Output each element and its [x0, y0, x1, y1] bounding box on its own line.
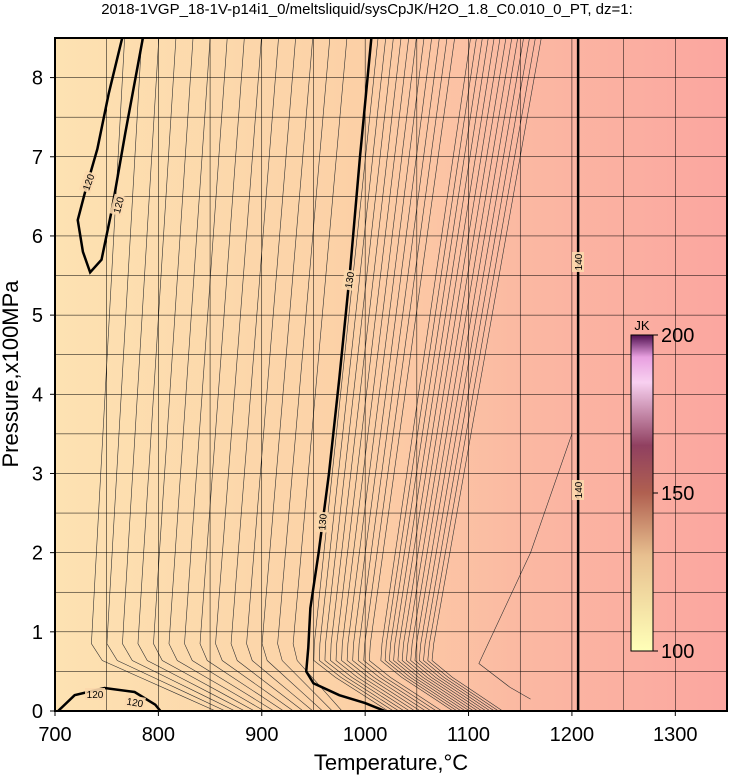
thin-contour: [335, 38, 410, 711]
thin-contour: [292, 38, 348, 711]
thin-contour: [346, 38, 425, 711]
plot-frame: [54, 37, 728, 712]
contour-label-bg: [85, 688, 105, 700]
contour-label-bg: [341, 269, 357, 291]
thin-contour: [91, 38, 216, 711]
thin-contour: [168, 38, 265, 711]
contour-line: [57, 686, 162, 711]
thin-contour: [410, 38, 513, 711]
thin-contour: [406, 38, 507, 711]
contour-label: 140: [574, 253, 585, 270]
x-tick-label: 800: [142, 724, 175, 746]
x-tick-label: 700: [38, 724, 71, 746]
x-tick-label: 1300: [653, 724, 698, 746]
thin-contour: [393, 38, 489, 711]
thin-contour: [184, 38, 275, 711]
contour-label: 120: [126, 697, 145, 711]
y-tick-label: 5: [32, 305, 43, 327]
colorbar-tick-label: 150: [661, 483, 694, 505]
contour-label-group: 140: [572, 252, 585, 272]
contour-label-bg: [572, 480, 584, 500]
contour-line: [76, 38, 145, 275]
thin-contour: [246, 38, 314, 711]
x-tick-label: 1000: [343, 724, 388, 746]
thin-contour: [431, 38, 542, 711]
thin-contour: [261, 38, 323, 711]
x-tick-label: 900: [245, 724, 278, 746]
thin-contour: [153, 38, 255, 711]
contour-label-bg: [315, 511, 329, 533]
y-tick-label: 1: [32, 622, 43, 644]
y-tick-label: 6: [32, 226, 43, 248]
contour-label: 120: [87, 690, 104, 701]
contour-label: 120: [112, 195, 127, 214]
thin-contour: [122, 38, 236, 711]
y-tick-label: 8: [32, 68, 43, 90]
thin-contour: [369, 38, 455, 711]
contour-label-group: 130: [341, 269, 357, 291]
colorbar-tick-label: 200: [661, 325, 694, 347]
thin-contour: [418, 38, 524, 711]
thin-contour: [380, 38, 471, 711]
thin-contour: [341, 38, 417, 711]
thin-contour: [389, 38, 483, 711]
contour-label-bg: [78, 170, 98, 194]
thin-contour: [230, 38, 304, 711]
thin-contour: [137, 38, 245, 711]
thin-contour: [324, 38, 400, 711]
x-tick-label: 1100: [447, 724, 490, 746]
y-tick-label: 2: [32, 543, 43, 565]
contour-label-group: 120: [124, 694, 146, 710]
thin-contour: [215, 38, 294, 711]
contour-label-group: 120: [85, 688, 105, 701]
contour-label-bg: [572, 252, 584, 272]
contour-label-group: 130: [315, 511, 330, 533]
thin-contour: [199, 38, 284, 711]
y-tick-label: 4: [32, 384, 43, 406]
contour-label-group: 140: [572, 480, 585, 500]
thin-contour: [427, 38, 536, 711]
chart-title: 2018-1VGP_18-1V-p14i1_0/meltsliquid/sysC…: [101, 1, 633, 18]
thin-contour: [414, 38, 519, 711]
contour-label-bg: [124, 694, 146, 710]
y-tick-label: 3: [32, 463, 43, 485]
thin-contour: [277, 38, 333, 711]
y-tick-label: 7: [32, 147, 43, 169]
plot-area: [55, 38, 727, 711]
thin-contour: [313, 38, 389, 711]
thin-contour: [401, 38, 501, 711]
contour-label-bg: [109, 193, 127, 217]
y-tick-label: 0: [32, 701, 43, 723]
thin-contour: [397, 38, 495, 711]
colorbar: [630, 334, 654, 652]
colorbar-tick-label: 100: [661, 641, 694, 663]
contour-label: 140: [574, 481, 585, 498]
contour-label-group: 120: [109, 193, 127, 217]
thin-contour: [384, 38, 477, 711]
thin-contour: [352, 38, 432, 711]
contour-label: 130: [344, 271, 358, 290]
x-tick-label: 1200: [550, 724, 595, 746]
thin-contour: [319, 38, 394, 711]
x-axis-label: Temperature,°C: [314, 750, 468, 775]
colorbar-label: JK: [634, 318, 650, 333]
contour-label: 130: [317, 513, 329, 531]
y-axis-label: Pressure,x100MPa: [0, 280, 23, 468]
thin-contour: [363, 38, 448, 711]
thin-contour: [106, 38, 226, 711]
thin-contour: [423, 38, 530, 711]
thin-contour: [330, 38, 405, 711]
